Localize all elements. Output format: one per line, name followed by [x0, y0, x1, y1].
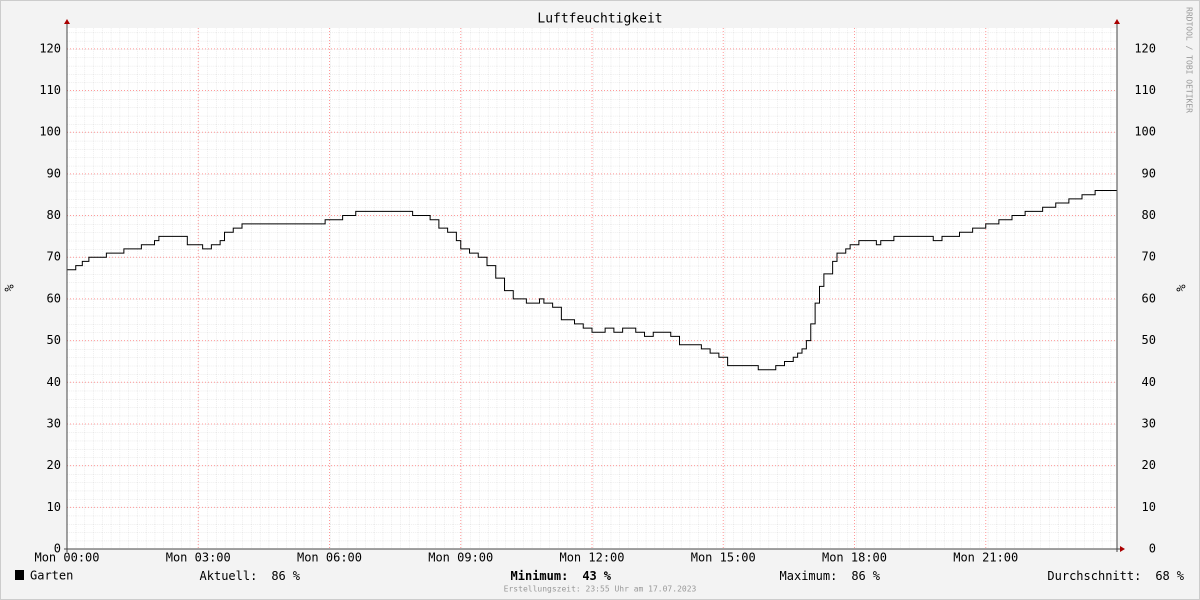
y-tick-label-right: 50 — [1142, 333, 1156, 347]
x-tick-label: Mon 21:00 — [953, 551, 1018, 565]
y-tick-label: 50 — [47, 333, 61, 347]
x-tick-label: Mon 03:00 — [166, 551, 231, 565]
y-tick-label-right: 10 — [1142, 500, 1156, 514]
x-tick-label: Mon 00:00 — [34, 551, 99, 565]
stat-unit: % — [1177, 569, 1185, 583]
stat-label: Aktuell: — [200, 569, 258, 583]
y-tick-label-right: 110 — [1134, 83, 1156, 97]
y-tick-label-right: 20 — [1142, 458, 1156, 472]
y-tick-label: 100 — [39, 125, 61, 139]
minor-grid — [67, 28, 1117, 549]
axis-arrow — [1114, 19, 1120, 24]
y-tick-label-right: 30 — [1142, 416, 1156, 430]
stat-unit: % — [873, 569, 881, 583]
x-tick-label: Mon 15:00 — [691, 551, 756, 565]
stat-unit: % — [293, 569, 301, 583]
legend-stat: Durchschnitt: 68% — [1047, 569, 1184, 583]
y-tick-label-right: 70 — [1142, 250, 1156, 264]
axis-arrow — [1120, 546, 1125, 552]
legend-swatch — [15, 570, 24, 580]
y-tick-label: 110 — [39, 83, 61, 97]
y-tick-label-right: 0 — [1149, 542, 1156, 556]
y-tick-label-right: 90 — [1142, 166, 1156, 180]
stat-label: Durchschnitt: — [1047, 569, 1141, 583]
y-tick-label-right: 120 — [1134, 41, 1156, 55]
x-tick-label: Mon 06:00 — [297, 551, 362, 565]
y-tick-label: 0 — [54, 542, 61, 556]
y-tick-label: 20 — [47, 458, 61, 472]
y-tick-label: 80 — [47, 208, 61, 222]
y-tick-label-right: 60 — [1142, 291, 1156, 305]
x-tick-label: Mon 18:00 — [822, 551, 887, 565]
y-tick-label-right: 80 — [1142, 208, 1156, 222]
stat-label: Maximum: — [780, 569, 838, 583]
y-tick-label: 30 — [47, 416, 61, 430]
stat-value: 86 — [271, 569, 285, 583]
footer: Erstellungszeit: 23:55 Uhr am 17.07.2023 — [504, 585, 697, 594]
y-tick-label: 10 — [47, 500, 61, 514]
legend-stat: Maximum: 86% — [780, 569, 881, 583]
chart-title: Luftfeuchtigkeit — [537, 12, 662, 27]
y-tick-label: 90 — [47, 166, 61, 180]
y-tick-label: 70 — [47, 250, 61, 264]
legend-label: Garten — [30, 569, 73, 583]
stat-value: 86 — [851, 569, 865, 583]
stat-value: 68 — [1155, 569, 1169, 583]
axis-arrow — [64, 19, 70, 24]
y-label: % — [3, 284, 17, 292]
y-tick-label: 60 — [47, 291, 61, 305]
x-tick-label: Mon 09:00 — [428, 551, 493, 565]
y-tick-label-right: 100 — [1134, 125, 1156, 139]
stat-label: Minimum: — [511, 569, 569, 583]
data-line — [67, 190, 1117, 371]
stat-value: 43 — [582, 569, 596, 583]
y-tick-label: 40 — [47, 375, 61, 389]
legend-stat: Minimum: 43% — [511, 569, 612, 583]
legend-stat: Aktuell: 86% — [200, 569, 301, 583]
y-label-right: % — [1174, 284, 1188, 292]
x-tick-label: Mon 12:00 — [559, 551, 624, 565]
side-text: RRDTOOL / TOBI OETIKER — [1185, 7, 1194, 113]
y-tick-label-right: 40 — [1142, 375, 1156, 389]
stat-unit: % — [604, 569, 612, 583]
y-tick-label: 120 — [39, 41, 61, 55]
